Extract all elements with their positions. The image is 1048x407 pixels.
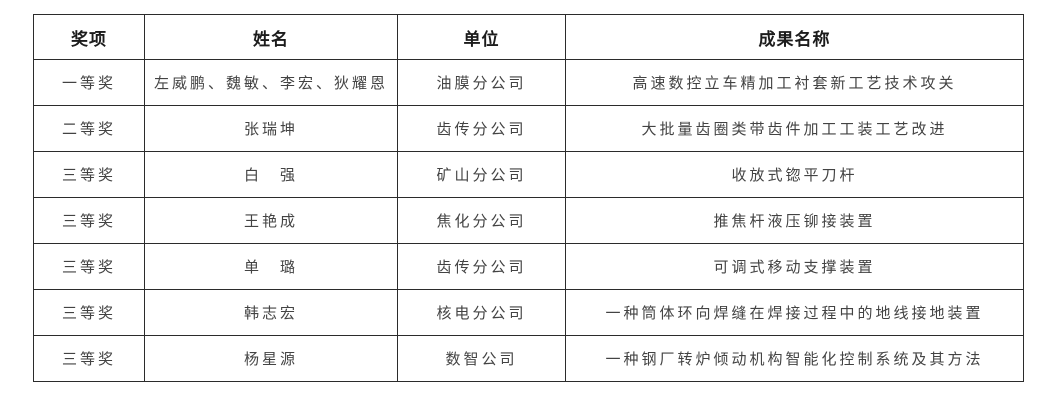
cell-award: 二等奖 bbox=[33, 105, 145, 152]
cell-unit: 油膜分公司 bbox=[397, 59, 566, 106]
cell-names: 王艳成 bbox=[144, 197, 398, 244]
table-row: 三等奖 杨星源 数智公司 一种钢厂转炉倾动机构智能化控制系统及其方法 bbox=[33, 335, 1024, 382]
awards-table: 奖项 姓名 单位 成果名称 一等奖 左威鹏、魏敏、李宏、狄耀恩 油膜分公司 高速… bbox=[33, 14, 1024, 382]
cell-achievement: 一种钢厂转炉倾动机构智能化控制系统及其方法 bbox=[565, 335, 1024, 382]
cell-award: 三等奖 bbox=[33, 151, 145, 198]
cell-unit: 数智公司 bbox=[397, 335, 566, 382]
cell-achievement: 推焦杆液压铆接装置 bbox=[565, 197, 1024, 244]
cell-names: 杨星源 bbox=[144, 335, 398, 382]
cell-names: 单 璐 bbox=[144, 243, 398, 290]
table-row: 三等奖 白 强 矿山分公司 收放式锪平刀杆 bbox=[33, 151, 1024, 198]
cell-award: 三等奖 bbox=[33, 289, 145, 336]
table-row: 三等奖 韩志宏 核电分公司 一种筒体环向焊缝在焊接过程中的地线接地装置 bbox=[33, 289, 1024, 336]
cell-names: 张瑞坤 bbox=[144, 105, 398, 152]
cell-achievement: 一种筒体环向焊缝在焊接过程中的地线接地装置 bbox=[565, 289, 1024, 336]
cell-award: 三等奖 bbox=[33, 197, 145, 244]
column-header-award: 奖项 bbox=[33, 14, 145, 60]
cell-achievement: 可调式移动支撑装置 bbox=[565, 243, 1024, 290]
cell-unit: 齿传分公司 bbox=[397, 105, 566, 152]
column-header-names: 姓名 bbox=[144, 14, 398, 60]
cell-award: 一等奖 bbox=[33, 59, 145, 106]
cell-names: 左威鹏、魏敏、李宏、狄耀恩 bbox=[144, 59, 398, 106]
cell-achievement: 收放式锪平刀杆 bbox=[565, 151, 1024, 198]
table-row: 三等奖 单 璐 齿传分公司 可调式移动支撑装置 bbox=[33, 243, 1024, 290]
cell-unit: 焦化分公司 bbox=[397, 197, 566, 244]
column-header-achievement: 成果名称 bbox=[565, 14, 1024, 60]
cell-award: 三等奖 bbox=[33, 243, 145, 290]
cell-achievement: 高速数控立车精加工衬套新工艺技术攻关 bbox=[565, 59, 1024, 106]
cell-unit: 矿山分公司 bbox=[397, 151, 566, 198]
cell-achievement: 大批量齿圈类带齿件加工工装工艺改进 bbox=[565, 105, 1024, 152]
cell-unit: 核电分公司 bbox=[397, 289, 566, 336]
table-row: 二等奖 张瑞坤 齿传分公司 大批量齿圈类带齿件加工工装工艺改进 bbox=[33, 105, 1024, 152]
cell-names: 白 强 bbox=[144, 151, 398, 198]
cell-unit: 齿传分公司 bbox=[397, 243, 566, 290]
cell-award: 三等奖 bbox=[33, 335, 145, 382]
cell-names: 韩志宏 bbox=[144, 289, 398, 336]
column-header-unit: 单位 bbox=[397, 14, 566, 60]
table-header-row: 奖项 姓名 单位 成果名称 bbox=[33, 14, 1024, 60]
table-row: 三等奖 王艳成 焦化分公司 推焦杆液压铆接装置 bbox=[33, 197, 1024, 244]
table-row: 一等奖 左威鹏、魏敏、李宏、狄耀恩 油膜分公司 高速数控立车精加工衬套新工艺技术… bbox=[33, 59, 1024, 106]
